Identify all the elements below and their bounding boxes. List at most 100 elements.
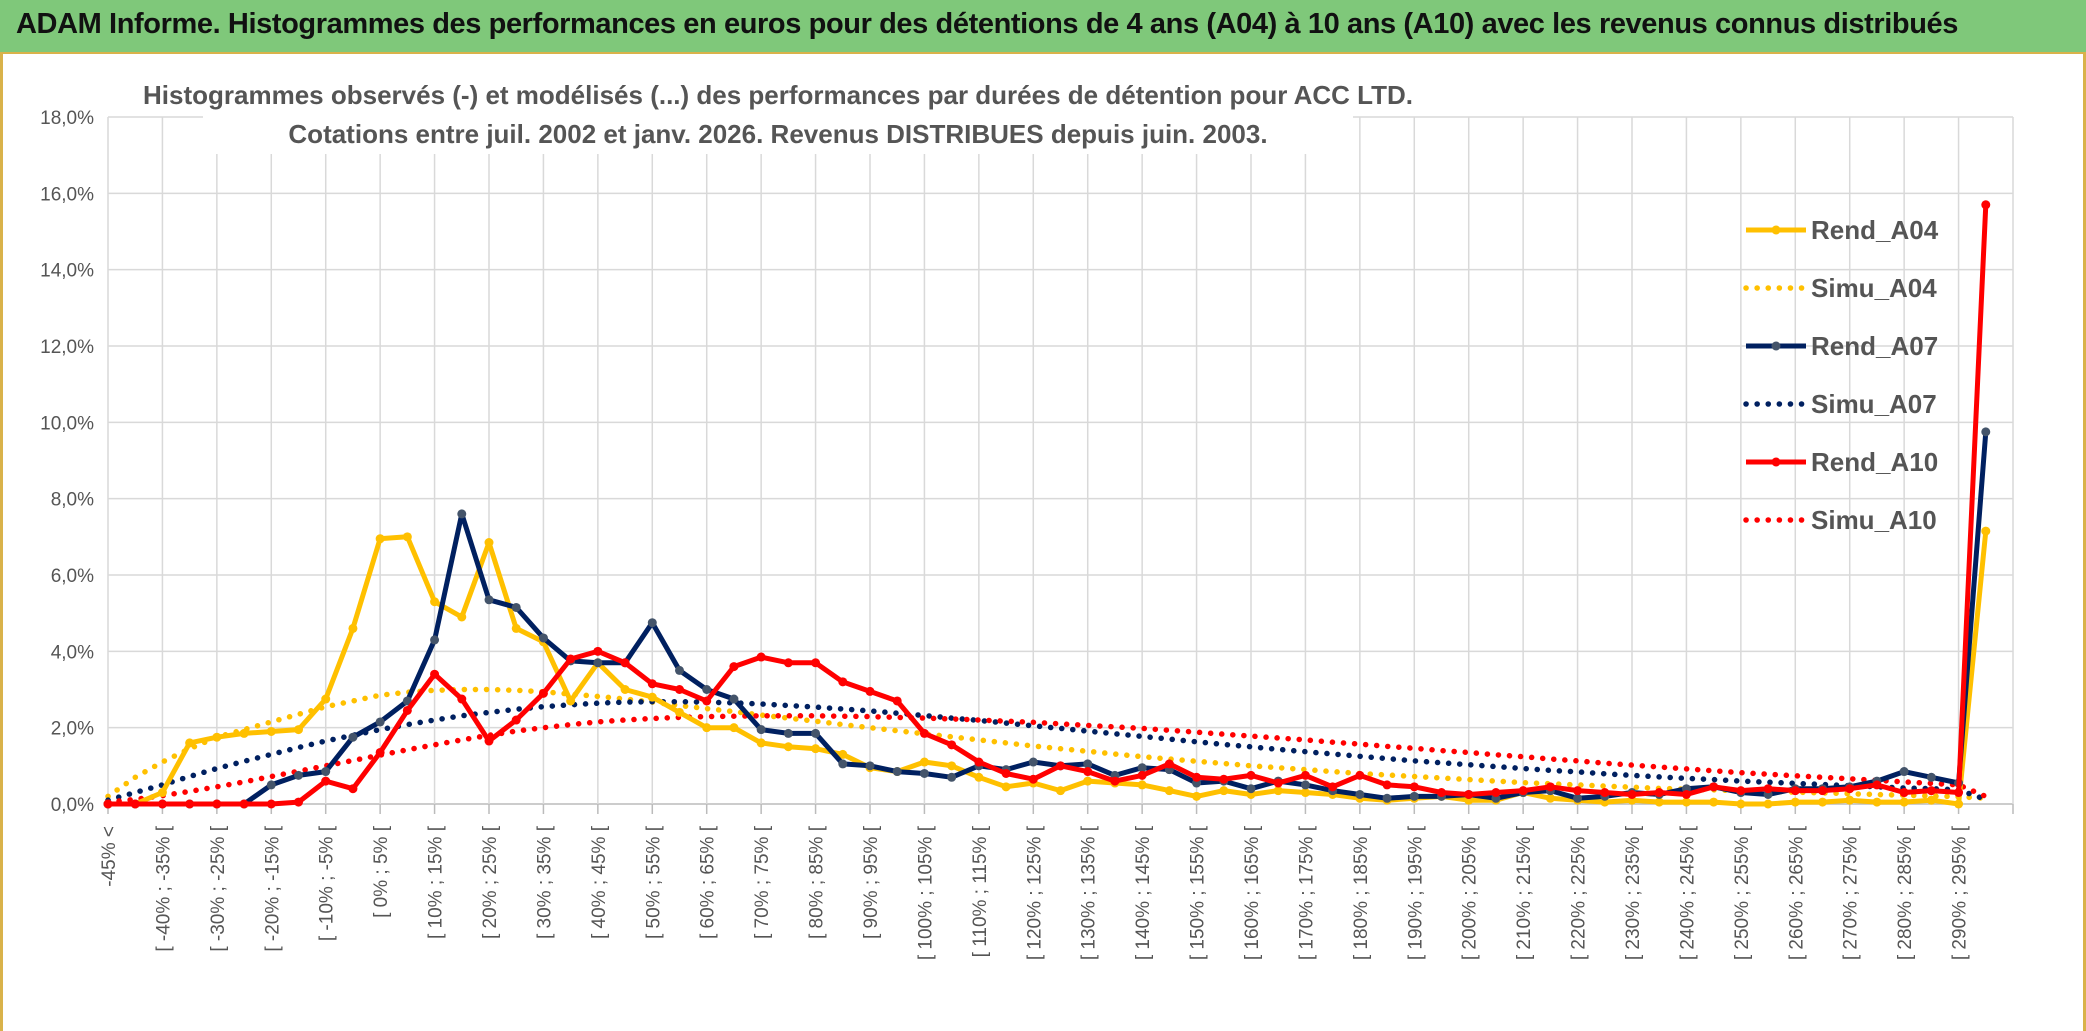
- data-point: [1627, 789, 1637, 799]
- data-point: [511, 623, 521, 633]
- data-point: [157, 788, 167, 798]
- x-tick-label: [ 190% ; 195% [: [1405, 825, 1426, 960]
- data-point: [1083, 776, 1093, 786]
- data-point: [675, 665, 684, 675]
- legend-item-simu-a04: Simu_A04: [1743, 273, 1937, 303]
- data-point: [1219, 774, 1229, 784]
- data-point: [702, 685, 712, 694]
- series: [103, 200, 1991, 809]
- data-point: [511, 602, 521, 612]
- data-point: [1056, 761, 1065, 771]
- data-point: [1246, 784, 1256, 794]
- data-point: [1654, 797, 1664, 807]
- data-point: [1518, 786, 1528, 796]
- y-tick-label: 10,0%: [40, 413, 94, 434]
- data-point: [1464, 789, 1474, 799]
- series-rend-a07: [103, 427, 1991, 809]
- data-point: [130, 799, 140, 809]
- data-point: [1818, 786, 1827, 796]
- data-point: [1681, 797, 1691, 807]
- data-point: [1709, 797, 1719, 807]
- y-tick-label: 2,0%: [51, 719, 94, 740]
- x-tick-label: [ 40% ; 45% [: [589, 825, 610, 939]
- x-tick-label: [ 110% ; 115% [: [970, 825, 991, 957]
- report-title: ADAM Informe. Histogrammes des performan…: [16, 8, 1958, 40]
- legend-label: Rend_A04: [1811, 215, 1939, 245]
- data-point: [457, 694, 467, 704]
- data-point: [484, 538, 494, 548]
- x-tick-label: [ 20% ; 25% [: [480, 825, 501, 939]
- data-point: [185, 799, 195, 809]
- data-point: [1273, 786, 1283, 796]
- data-point: [1736, 786, 1746, 796]
- y-axis: 0,0% 2,0% 4,0% 6,0% 8,0% 10,0% 12,0% 14,0% 16,0%…: [40, 108, 94, 816]
- data-point: [1273, 778, 1283, 788]
- x-tick-label: [ 150% ; 155% [: [1188, 825, 1209, 960]
- data-point: [1981, 427, 1991, 437]
- data-point: [647, 679, 657, 689]
- data-point: [865, 761, 875, 771]
- data-point: [811, 728, 821, 738]
- data-point: [1355, 789, 1365, 799]
- x-tick-label: [ 200% ; 205% [: [1460, 825, 1481, 960]
- histogram-chart: 0,0% 2,0% 4,0% 6,0% 8,0% 10,0% 12,0% 14,0% 16,0%…: [40, 72, 2014, 960]
- grid: [107, 116, 2014, 805]
- data-point: [430, 635, 440, 645]
- data-point: [348, 732, 358, 742]
- data-point: [702, 696, 712, 706]
- legend-marker: [1771, 225, 1781, 235]
- data-point: [783, 728, 793, 738]
- data-point: [1736, 799, 1746, 809]
- legend-label: Rend_A10: [1811, 447, 1938, 477]
- y-tick-label: 18,0%: [40, 108, 94, 129]
- data-point: [865, 686, 875, 696]
- data-point: [593, 658, 603, 668]
- legend-marker: [1771, 341, 1781, 351]
- data-point: [566, 654, 576, 664]
- data-point: [294, 797, 303, 807]
- data-point: [729, 662, 739, 672]
- data-point: [919, 757, 929, 767]
- data-point: [756, 652, 766, 662]
- data-point: [1600, 788, 1610, 798]
- legend-item-rend-a07: Rend_A07: [1746, 331, 1938, 361]
- data-point: [1954, 799, 1964, 809]
- data-point: [919, 768, 929, 778]
- data-point: [729, 694, 739, 704]
- data-point: [1028, 774, 1038, 784]
- legend-marker: [1771, 457, 1781, 467]
- data-point: [1926, 772, 1936, 782]
- data-point: [1382, 793, 1392, 803]
- series-line: [108, 204, 1989, 807]
- data-point: [402, 696, 412, 706]
- x-tick-label: [ 130% ; 135% [: [1079, 825, 1100, 960]
- data-point: [974, 772, 984, 782]
- data-point: [947, 761, 957, 771]
- x-tick-label: [ 170% ; 175% [: [1296, 825, 1317, 960]
- data-point: [1790, 786, 1800, 796]
- legend-item-simu-a07: Simu_A07: [1743, 389, 1937, 419]
- series-simu-a07: [105, 698, 1989, 803]
- data-point: [484, 595, 494, 605]
- data-point: [1845, 784, 1855, 794]
- x-tick-label: -45% <: [99, 826, 120, 887]
- data-point: [1709, 782, 1719, 792]
- data-point: [974, 757, 984, 767]
- data-point: [1001, 782, 1011, 792]
- data-point: [1110, 776, 1120, 786]
- y-tick-label: 16,0%: [40, 184, 94, 205]
- data-point: [1899, 797, 1909, 807]
- data-point: [947, 740, 957, 750]
- data-point: [294, 770, 303, 780]
- data-point: [321, 776, 331, 786]
- series-line-dotted: [105, 698, 1989, 803]
- x-tick-label: [ 80% ; 85% [: [807, 825, 828, 939]
- x-tick-label: [ -40% ; -35% [: [153, 825, 174, 951]
- chart-title: Histogrammes observés (-) et modélisés (…: [143, 72, 1413, 154]
- data-point: [212, 732, 222, 742]
- x-tick-label: [ 140% ; 145% [: [1133, 825, 1154, 960]
- data-point: [1491, 788, 1501, 798]
- data-point: [1573, 793, 1583, 803]
- data-point: [1573, 786, 1583, 796]
- data-point: [1899, 788, 1909, 798]
